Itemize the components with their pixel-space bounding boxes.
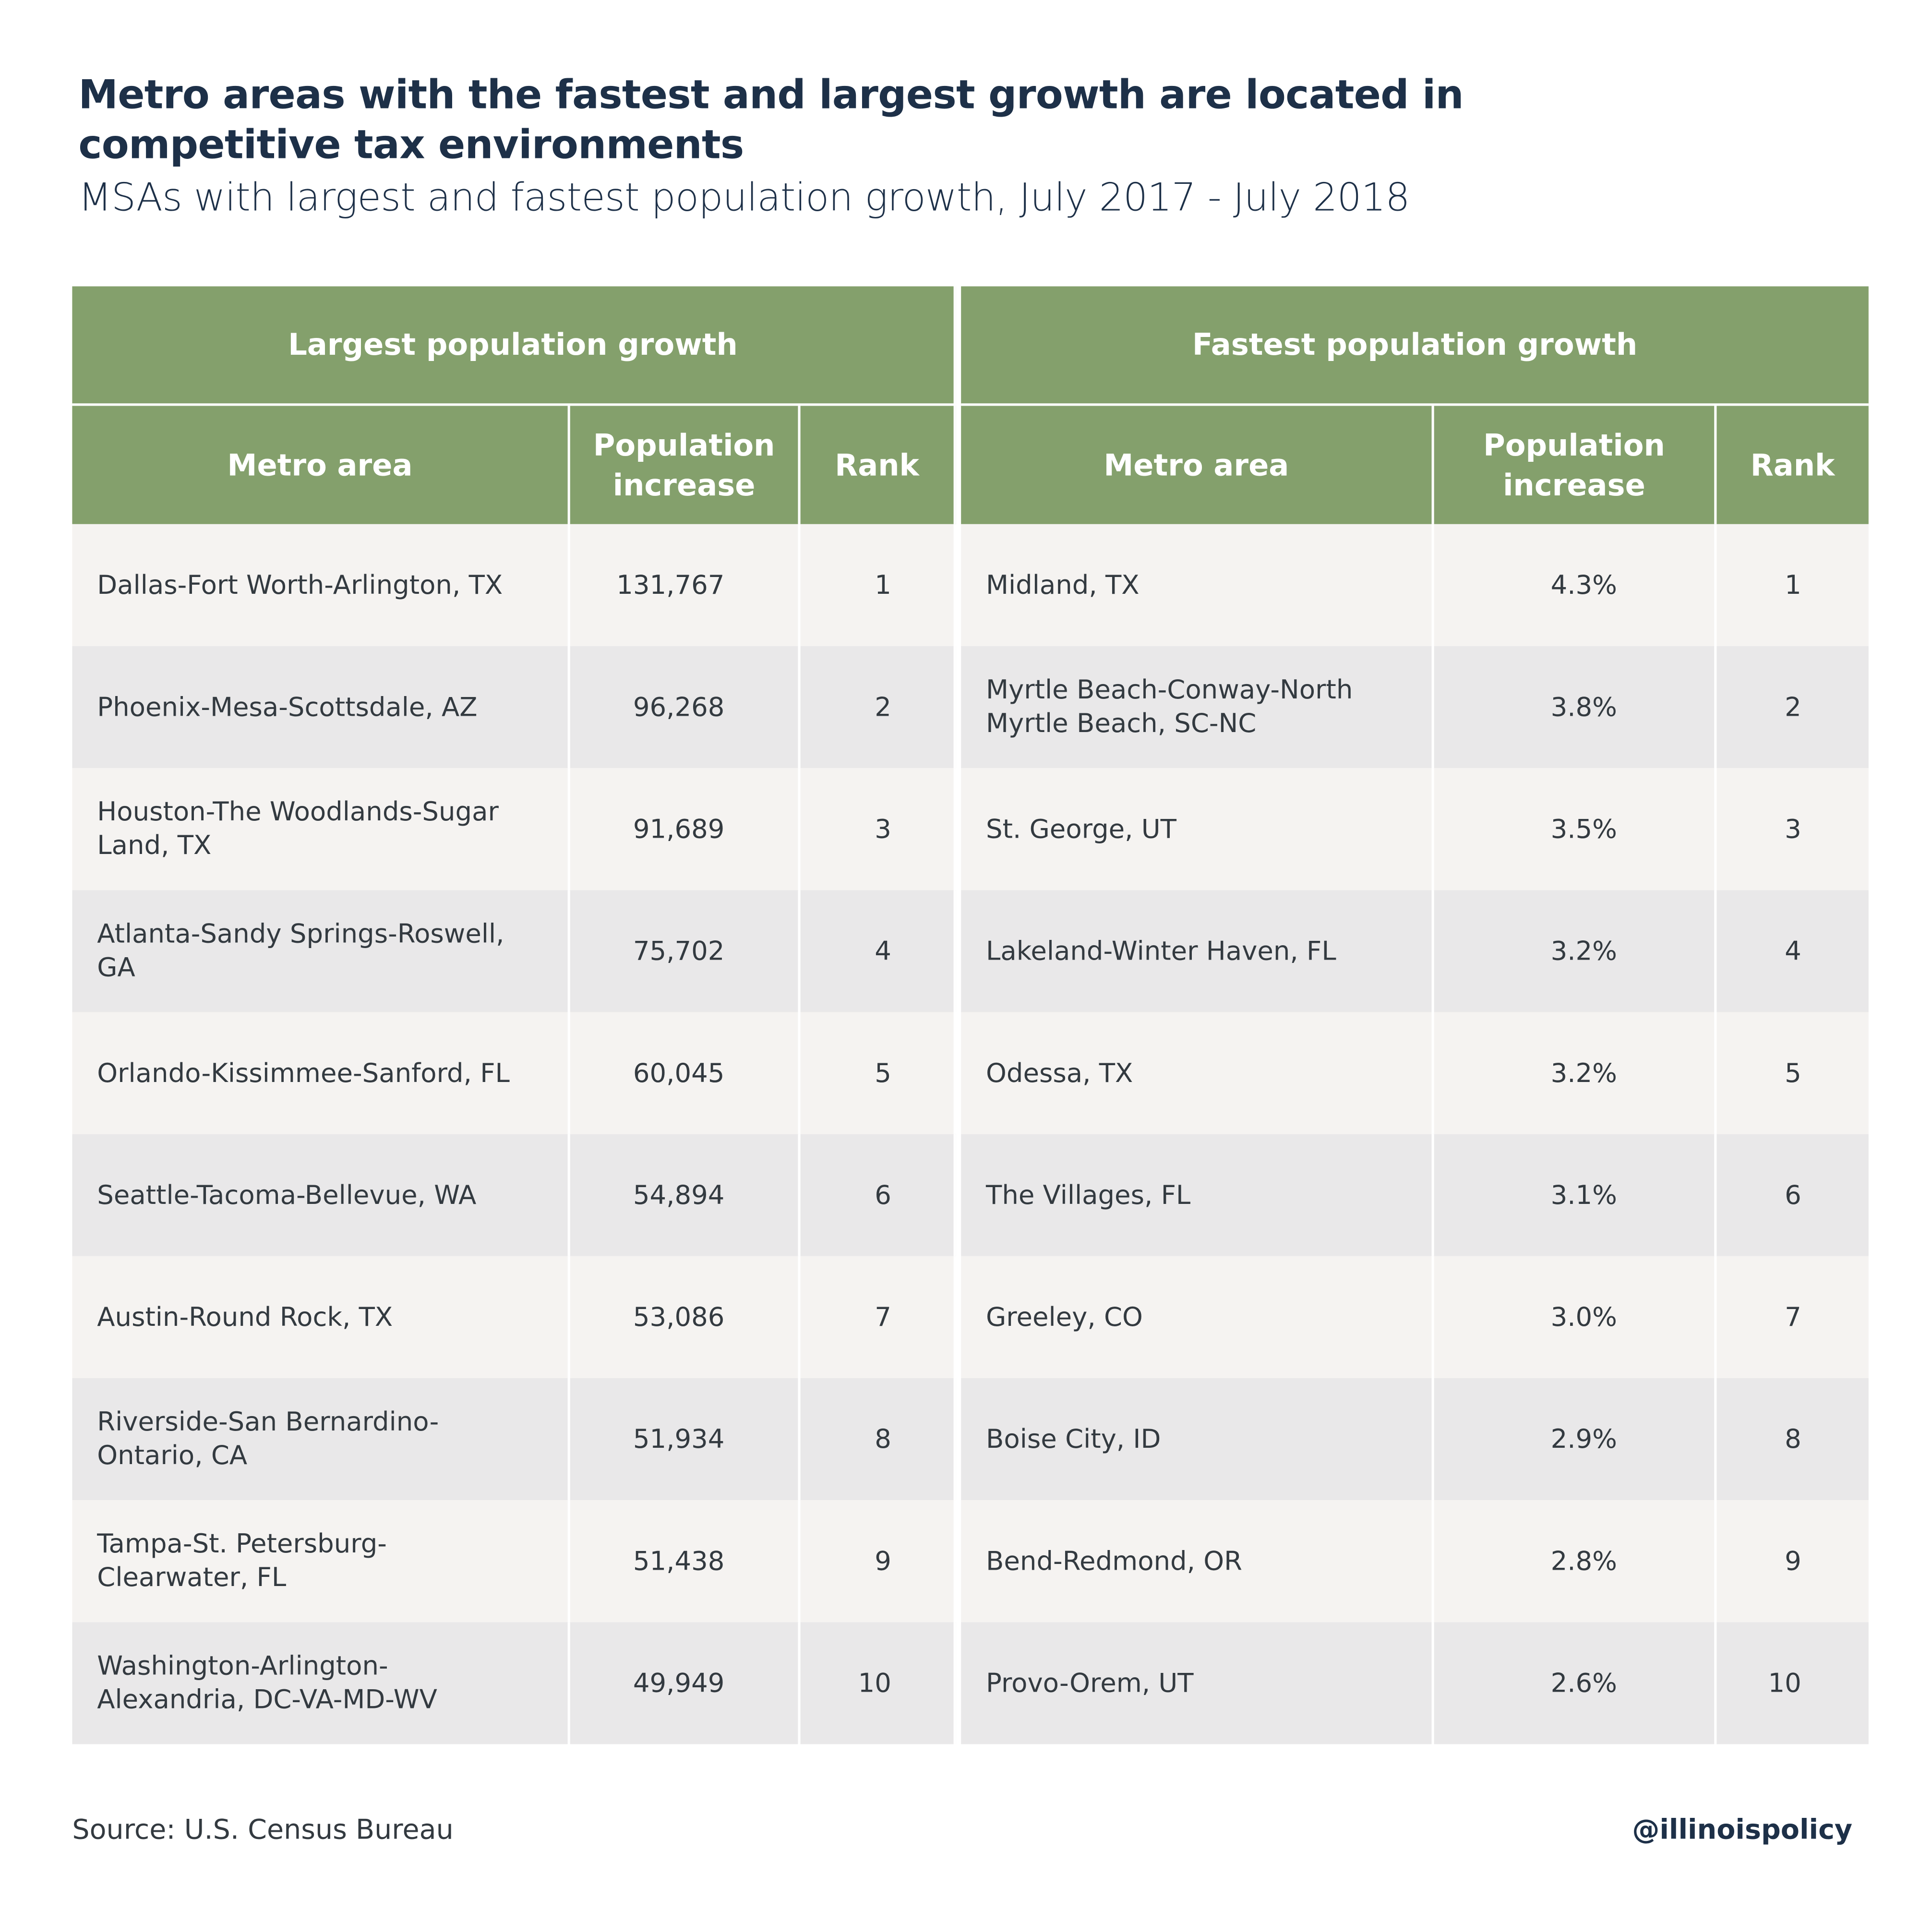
- column-header: Rank: [1716, 406, 1869, 524]
- title: Metro areas with the fastest and largest…: [78, 71, 1464, 168]
- metro-cell: Midland, TX: [961, 524, 1434, 647]
- gap: [956, 286, 961, 1744]
- metro-cell: Washington-Arlington-Alexandria, DC-VA-M…: [72, 1622, 570, 1744]
- rank-cell: 4: [800, 890, 956, 1012]
- increase-cell: 3.2%: [1434, 1012, 1717, 1134]
- metro-cell: Bend-Redmond, OR: [961, 1500, 1434, 1623]
- increase-cell: 2.6%: [1434, 1622, 1717, 1744]
- rank-cell: 4: [1716, 890, 1869, 1012]
- metro-cell: Tampa-St. Petersburg-Clearwater, FL: [72, 1500, 570, 1623]
- rank-cell: 7: [1716, 1256, 1869, 1379]
- metro-cell: Lakeland-Winter Haven, FL: [961, 890, 1434, 1012]
- metro-cell: Austin-Round Rock, TX: [72, 1256, 570, 1379]
- rank-cell: 1: [1716, 524, 1869, 647]
- metro-cell: Houston-The Woodlands-Sugar Land, TX: [72, 768, 570, 890]
- increase-cell: 75,702: [570, 890, 801, 1012]
- increase-cell: 49,949: [570, 1622, 801, 1744]
- increase-cell: 60,045: [570, 1012, 801, 1134]
- increase-cell: 131,767: [570, 524, 801, 647]
- metro-cell: Myrtle Beach-Conway-North Myrtle Beach, …: [961, 646, 1434, 769]
- increase-cell: 51,934: [570, 1378, 801, 1501]
- metro-cell: Seattle-Tacoma-Bellevue, WA: [72, 1134, 570, 1256]
- increase-cell: 2.9%: [1434, 1378, 1717, 1501]
- metro-cell: Atlanta-Sandy Springs-Roswell, GA: [72, 890, 570, 1012]
- rank-cell: 5: [800, 1012, 956, 1134]
- increase-cell: 3.5%: [1434, 768, 1717, 890]
- increase-cell: 2.8%: [1434, 1500, 1717, 1623]
- rank-cell: 6: [1716, 1134, 1869, 1256]
- column-header: Population increase: [1434, 406, 1717, 524]
- group-header: Largest population growth: [72, 286, 956, 406]
- credit: @illinoispolicy: [1632, 1815, 1853, 1847]
- table: Largest population growth Fastest populat…: [72, 286, 1869, 1744]
- rank-cell: 7: [800, 1256, 956, 1379]
- increase-cell: 3.8%: [1434, 646, 1717, 769]
- increase-cell: 3.0%: [1434, 1256, 1717, 1379]
- metro-cell: Greeley, CO: [961, 1256, 1434, 1379]
- metro-cell: Dallas-Fort Worth-Arlington, TX: [72, 524, 570, 647]
- metro-cell: Odessa, TX: [961, 1012, 1434, 1134]
- rank-cell: 6: [800, 1134, 956, 1256]
- rank-cell: 9: [1716, 1500, 1869, 1623]
- increase-cell: 3.1%: [1434, 1134, 1717, 1256]
- increase-cell: 4.3%: [1434, 524, 1717, 647]
- rank-cell: 1: [800, 524, 956, 647]
- subtitle: MSAs with largest and fastest population…: [78, 175, 1410, 221]
- metro-cell: Phoenix-Mesa-Scottsdale, AZ: [72, 646, 570, 769]
- rank-cell: 3: [800, 768, 956, 890]
- column-header: Rank: [800, 406, 956, 524]
- metro-cell: Riverside-San Bernardino-Ontario, CA: [72, 1378, 570, 1501]
- increase-cell: 54,894: [570, 1134, 801, 1256]
- increase-cell: 3.2%: [1434, 890, 1717, 1012]
- metro-cell: St. George, UT: [961, 768, 1434, 890]
- rank-cell: 3: [1716, 768, 1869, 890]
- increase-cell: 91,689: [570, 768, 801, 890]
- group-header: Fastest population growth: [961, 286, 1869, 406]
- rank-cell: 9: [800, 1500, 956, 1623]
- source: Source: U.S. Census Bureau: [72, 1815, 454, 1847]
- rank-cell: 5: [1716, 1012, 1869, 1134]
- rank-cell: 2: [800, 646, 956, 769]
- metro-cell: Provo-Orem, UT: [961, 1622, 1434, 1744]
- rank-cell: 2: [1716, 646, 1869, 769]
- increase-cell: 53,086: [570, 1256, 801, 1379]
- increase-cell: 51,438: [570, 1500, 801, 1623]
- increase-cell: 96,268: [570, 646, 801, 769]
- metro-cell: The Villages, FL: [961, 1134, 1434, 1256]
- metro-cell: Orlando-Kissimmee-Sanford, FL: [72, 1012, 570, 1134]
- column-header: Metro area: [961, 406, 1434, 524]
- column-header: Metro area: [72, 406, 570, 524]
- rank-cell: 10: [800, 1622, 956, 1744]
- rank-cell: 8: [800, 1378, 956, 1501]
- metro-cell: Boise City, ID: [961, 1378, 1434, 1501]
- column-header: Population increase: [570, 406, 801, 524]
- rank-cell: 10: [1716, 1622, 1869, 1744]
- rank-cell: 8: [1716, 1378, 1869, 1501]
